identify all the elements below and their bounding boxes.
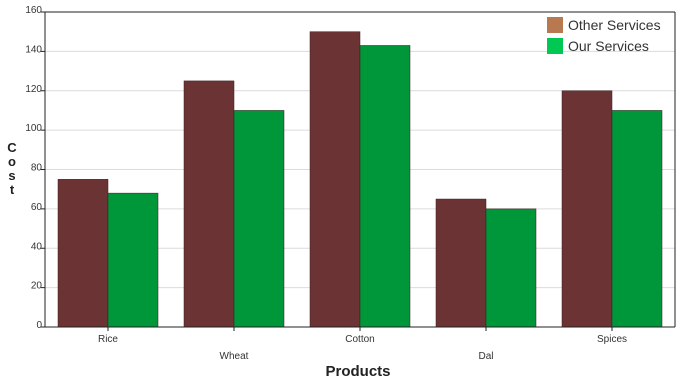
y-tick-label: 40: [31, 241, 43, 252]
y-axis-label-letter: o: [8, 154, 16, 169]
y-tick-label: 140: [25, 44, 42, 55]
bar-dal-other-services: [435, 198, 487, 328]
bars: [57, 31, 663, 328]
y-tick-labels: 0 20 40 60 80 100 120 140 160: [25, 5, 45, 331]
y-tick-label: 60: [31, 202, 43, 213]
y-tick-label: 120: [25, 84, 42, 95]
legend-swatch: [547, 17, 563, 33]
bar-wheat-our-services: [233, 110, 285, 328]
y-tick-label: 160: [25, 5, 42, 16]
bar-cotton-other-services: [309, 31, 361, 328]
bar-cotton-our-services: [359, 45, 411, 328]
y-tick-label: 0: [36, 320, 42, 331]
y-tick-label: 100: [25, 123, 42, 134]
legend-swatch: [547, 38, 563, 54]
x-axis-label: Products: [325, 363, 390, 380]
y-axis-label-letter: s: [8, 168, 15, 183]
bar-spices-our-services: [611, 110, 663, 328]
x-tick-label: Rice: [98, 334, 118, 345]
bar-spices-other-services: [561, 90, 613, 328]
legend-label: Our Services: [568, 38, 649, 54]
legend: Other Services Our Services: [547, 17, 661, 54]
y-tick-label: 80: [31, 163, 43, 174]
bar-rice-other-services: [57, 179, 109, 328]
bar-dal-our-services: [485, 208, 537, 328]
x-tick-labels: Rice Wheat Cotton Dal Spices: [98, 327, 627, 362]
y-axis-label-letter: t: [10, 182, 15, 197]
x-tick-label: Dal: [478, 351, 493, 362]
y-axis-label-letter: C: [7, 140, 17, 155]
bar-wheat-other-services: [183, 80, 235, 328]
x-tick-label: Wheat: [220, 351, 249, 362]
bar-rice-our-services: [107, 192, 159, 328]
y-tick-label: 20: [31, 281, 43, 292]
x-tick-label: Cotton: [345, 334, 374, 345]
legend-label: Other Services: [568, 17, 661, 33]
x-tick-label: Spices: [597, 334, 627, 345]
